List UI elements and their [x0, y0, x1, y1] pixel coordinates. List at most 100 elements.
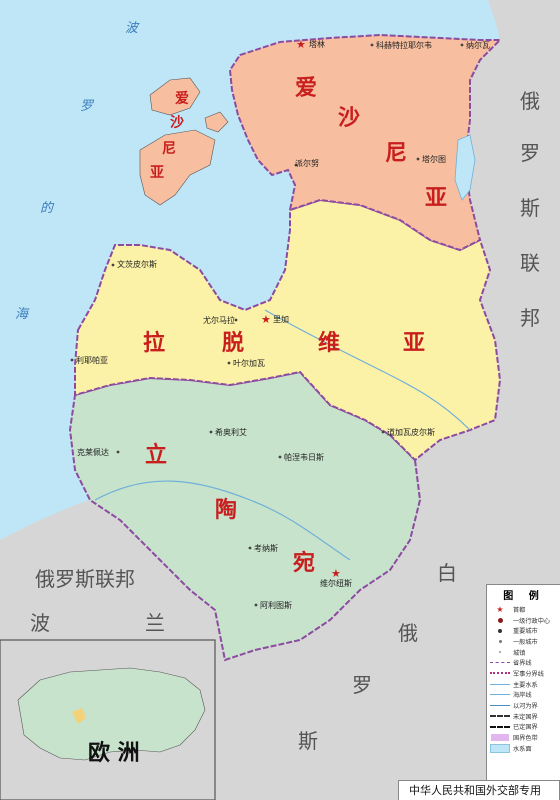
- coastline-icon: [487, 694, 513, 696]
- parnu-dot-icon: [294, 163, 298, 167]
- river-boundary-icon: [487, 705, 513, 707]
- riga-capital-icon: ★: [261, 313, 271, 326]
- city-panevezys: 帕涅韦日斯: [284, 452, 324, 462]
- major-city-dot-icon: [487, 628, 513, 633]
- lake-peipus: [454, 134, 476, 201]
- province-line-icon: [487, 662, 513, 664]
- legend-row-water-swatch: 水系面: [487, 743, 560, 754]
- kohtla-jarve-dot-icon: [370, 43, 374, 47]
- sea-label-4: 海: [15, 307, 30, 322]
- undefined-boundary-icon: [487, 715, 513, 718]
- panevezys-dot-icon: [278, 455, 282, 459]
- country-swatch-icon: [487, 734, 513, 742]
- legend-label: 海岸线: [513, 692, 532, 700]
- latvia-label-1: 拉: [143, 330, 165, 356]
- latvia-label-4: 亚: [403, 331, 425, 356]
- legend-row-country-swatch: 国界色带: [487, 732, 560, 743]
- tallinn-capital-icon: ★: [296, 38, 306, 51]
- city-parnu: 派尔努: [295, 158, 319, 168]
- europe-inset-label: 欧 洲: [88, 740, 140, 766]
- estonia-label-2: 沙: [338, 106, 360, 131]
- belarus-label-1: 白: [437, 561, 457, 585]
- russia-east-label-3: 斯: [520, 196, 540, 220]
- belarus-label-2: 俄: [398, 621, 418, 645]
- city-riga: 里加: [273, 314, 289, 324]
- legend-row-river-boundary: 以河为界: [487, 700, 560, 711]
- legend-label: 城镇: [513, 649, 526, 657]
- estonia-label-3: 尼: [385, 141, 407, 166]
- alytus-dot-icon: [254, 603, 258, 607]
- admin-center-dot-icon: [487, 617, 513, 623]
- legend-row-province-line: 省界线: [487, 657, 560, 668]
- narva-dot-icon: [460, 43, 464, 47]
- russia-east-label-5: 邦: [520, 306, 540, 330]
- estonia-islands-label-2: 沙: [170, 115, 184, 131]
- legend-row-undefined-boundary: 未定国界: [487, 711, 560, 722]
- city-daugavpils: 道加瓦皮尔斯: [387, 427, 435, 437]
- legend-label: 军事分界线: [513, 670, 544, 678]
- city-siauliai: 希奥利艾: [215, 427, 247, 437]
- lithuania-label-3: 宛: [292, 550, 315, 576]
- belarus-label-4: 斯: [298, 729, 318, 753]
- jelgava-dot-icon: [227, 361, 231, 365]
- legend-label: 一级行政中心: [513, 617, 551, 625]
- daugava-river: [264, 309, 471, 431]
- belarus-area: [225, 420, 500, 800]
- estonia-label-4: 亚: [425, 186, 447, 211]
- latvia-label-2: 脱: [222, 331, 244, 356]
- jurmala-dot-icon: [234, 318, 238, 322]
- klaipeda-dot-icon: [116, 450, 120, 454]
- legend-row-major-city: 重要城市: [487, 625, 560, 636]
- city-klaipeda: 克莱佩达: [77, 447, 109, 457]
- legend-label: 重要城市: [513, 628, 538, 636]
- legend-row-defined-boundary: 已定国界: [487, 722, 560, 733]
- legend-row-coastline: 海岸线: [487, 690, 560, 701]
- defined-boundary-icon: [487, 725, 513, 728]
- liepaja-dot-icon: [70, 358, 74, 362]
- legend-row-capital: ★ 首都: [487, 604, 560, 615]
- city-markers: ★ 塔林 科赫特拉耶尔韦 纳尔瓦 派尔努 塔尔图 文茨皮尔斯 尤尔马拉 ★ 里加…: [70, 38, 490, 610]
- city-tallinn: 塔林: [309, 39, 325, 49]
- legend-label: 以河为界: [513, 703, 538, 711]
- city-kohtla-jarve: 科赫特拉耶尔韦: [376, 40, 432, 50]
- legend-label: 国界色带: [513, 735, 538, 743]
- legend-row-town: 城镇: [487, 647, 560, 658]
- city-jelgava: 叶尔加瓦: [233, 358, 265, 368]
- estonia-area: [228, 33, 503, 252]
- russia-west-label: 俄罗斯联邦: [35, 567, 135, 591]
- city-narva: 纳尔瓦: [466, 40, 490, 50]
- russia-east-label-4: 联: [520, 251, 540, 275]
- legend-label: 水系面: [513, 745, 532, 753]
- sea-label-3: 的: [40, 201, 55, 216]
- russia-east-label-2: 罗: [520, 141, 540, 165]
- inset-baltic-highlight: [72, 708, 86, 724]
- city-dot-icon: [487, 639, 513, 643]
- poland-label-1: 波: [30, 611, 50, 635]
- inset-europe-land: [17, 667, 206, 761]
- legend-label: 一般城市: [513, 638, 538, 646]
- tartu-dot-icon: [416, 157, 420, 161]
- vilnius-capital-icon: ★: [331, 567, 341, 580]
- sea-label-1: 波: [125, 21, 140, 36]
- ventspils-dot-icon: [111, 263, 115, 267]
- estonia-label-1: 爱: [295, 76, 317, 101]
- daugavpils-dot-icon: [381, 430, 385, 434]
- legend-label: 首都: [513, 606, 526, 614]
- estonia-island-muhu: [204, 111, 229, 133]
- lithuania-label-1: 立: [145, 442, 167, 468]
- poland-label-2: 兰: [145, 611, 165, 635]
- siauliai-dot-icon: [209, 430, 213, 434]
- estonia-islands-label-3: 尼: [162, 141, 176, 157]
- city-ventspils: 文茨皮尔斯: [117, 259, 157, 269]
- legend-label: 已定国界: [513, 724, 538, 732]
- military-line-icon: [487, 672, 513, 675]
- sea-label-2: 罗: [80, 99, 95, 114]
- city-tartu: 塔尔图: [422, 154, 446, 164]
- estonia-islands-label-1: 爱: [175, 91, 189, 107]
- latvia-label-3: 维: [318, 330, 340, 356]
- legend-row-city: 一般城市: [487, 636, 560, 647]
- estonia-island-hiiumaa: [149, 77, 201, 116]
- lithuania-label-2: 陶: [215, 497, 237, 523]
- kaunas-dot-icon: [248, 546, 252, 550]
